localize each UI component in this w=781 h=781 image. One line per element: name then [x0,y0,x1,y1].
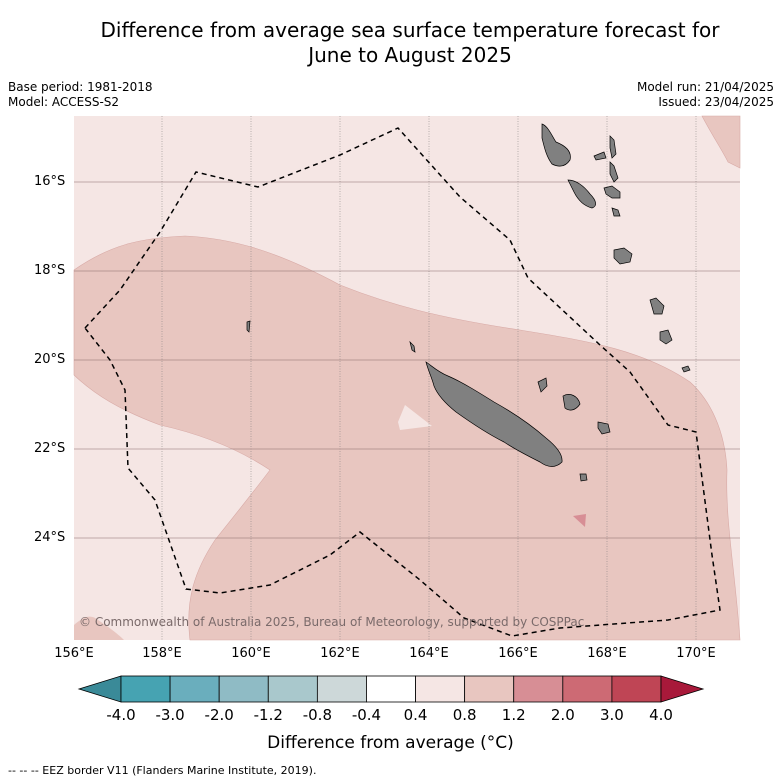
colorbar-bin-8 [513,675,564,703]
lat-label-20s: 20°S [34,352,66,367]
lat-label-16s: 16°S [34,174,66,189]
new-caledonia-main [425,361,563,467]
colorbar-bin-9 [562,675,613,703]
vanuatu-efate [613,247,633,265]
lon-label-162e: 162°E [320,646,360,661]
colorbar-tick-label: 4.0 [649,706,673,724]
vanuatu-maewo [609,135,617,159]
vanuatu-pentecost [609,161,619,183]
vanuatu-malekula [567,179,596,209]
colorbar-tick-label: -0.8 [302,706,332,724]
colorbar-tick-label: -0.4 [351,706,382,724]
colorbar-tick-label: 2.0 [550,706,575,724]
colorbar-tick-label: 1.2 [501,706,526,724]
lon-label-170e: 170°E [676,646,716,661]
chesterfield-islet [246,320,251,333]
base-period: Base period: 1981-2018 [8,80,153,94]
colorbar-bin-1 [169,675,220,703]
colorbar-bin-7 [464,675,515,703]
anomaly-region-northeast [701,115,741,169]
anomaly-region-hole [398,405,432,430]
map-title: Difference from average sea surface temp… [40,18,780,68]
title-line-2: June to August 2025 [308,43,512,67]
vanuatu-tanna [659,329,673,345]
colorbar-bin-0 [120,675,171,703]
vanuatu-erromango [649,297,665,315]
land-masses [246,123,691,482]
colorbar-bin-5 [366,675,416,703]
vanuatu-epi [603,185,621,199]
colorbar-title: Difference from average (°C) [267,733,514,753]
colorbar [77,675,705,703]
loyalty-island-3 [597,421,611,435]
eez-legend-footer: -- -- -- EEZ border V11 (Flanders Marine… [8,764,317,777]
model-name: Model: ACCESS-S2 [8,95,120,109]
colorbar-tick-label: 0.8 [452,706,477,724]
lon-label-156e: 156°E [54,646,94,661]
colorbar-bin-10 [611,675,662,703]
issued-date: Issued: 23/04/2025 [658,95,774,109]
colorbar-tick-label: -4.0 [106,706,136,724]
colorbar-bin-3 [267,675,318,703]
anomaly-patch-strong [573,514,586,527]
colorbar-tick-label: 3.0 [599,706,624,724]
lon-label-164e: 164°E [409,646,449,661]
title-line-1: Difference from average sea surface temp… [100,18,720,42]
colorbar-bin-2 [218,675,269,703]
colorbar-extend-low [77,675,122,703]
anomaly-region-southwest [74,616,124,640]
vanuatu-aneityum [681,365,691,373]
colorbar-bin-4 [316,675,367,703]
meta-right: Model run: 21/04/2025 Issued: 23/04/2025 [637,80,774,110]
colorbar-tick-label: -1.2 [253,706,283,724]
lon-label-158e: 158°E [142,646,182,661]
lat-label-24s: 24°S [34,530,66,545]
lon-label-166e: 166°E [498,646,538,661]
grid-latitudes [74,181,740,539]
colorbar-tick-label: -2.0 [204,706,234,724]
lon-label-160e: 160°E [231,646,271,661]
model-run: Model run: 21/04/2025 [636,80,774,94]
lon-label-168e: 168°E [587,646,627,661]
lat-label-22s: 22°S [34,441,66,456]
colorbar-extend-high [660,675,705,703]
loyalty-island-2 [562,394,581,411]
vanuatu-shepherd [611,207,621,217]
vanuatu-espiritu-santo [541,123,571,167]
colorbar-tick-label: 0.4 [403,706,428,724]
loyalty-island-1 [537,377,548,393]
colorbar-bin-6 [415,675,466,703]
colorbar-tick-label: -3.0 [155,706,185,724]
anomaly-region-main [73,235,741,641]
meta-left: Base period: 1981-2018 Model: ACCESS-S2 [8,80,153,110]
lat-label-18s: 18°S [34,263,66,278]
belep-islands [409,340,416,353]
copyright-notice: © Commonwealth of Australia 2025, Bureau… [79,615,585,629]
eez-border [84,127,721,637]
vanuatu-ambae [593,151,607,161]
isle-of-pines [579,473,588,482]
